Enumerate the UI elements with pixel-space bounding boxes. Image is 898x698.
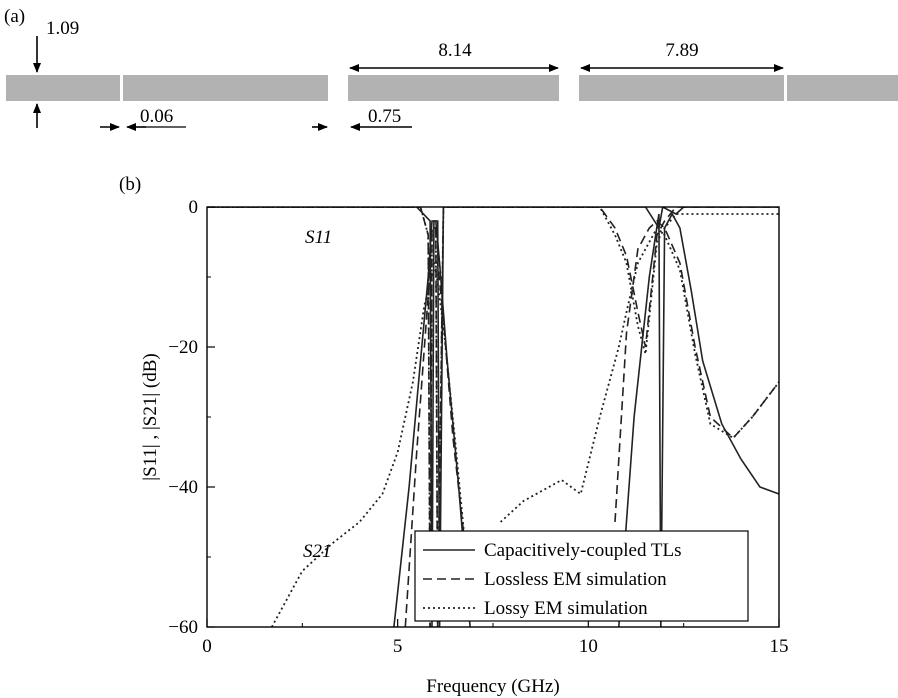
y-tick-label: −40 — [168, 477, 198, 498]
series-3-s21-curve-1 — [271, 267, 468, 627]
series-3-s11-curve-3 — [207, 207, 779, 627]
y-tick-label: 0 — [189, 197, 199, 218]
y-tick-label: −20 — [168, 337, 198, 358]
strip-segment-4 — [579, 75, 784, 101]
annotation-s11: S11 — [305, 227, 332, 248]
legend-entry-label: Lossy EM simulation — [484, 598, 648, 619]
series-2-s21-curve-1 — [404, 262, 468, 627]
series-1-s11-curve-3 — [207, 207, 779, 627]
annotation-s21: S21 — [303, 541, 332, 562]
x-axis: 0 5 10 15 — [202, 619, 789, 657]
legend-box — [414, 530, 749, 622]
y-axis: 0 −20 −40 −60 — [168, 197, 215, 638]
dimension-gap-small-label: 0.06 — [140, 106, 173, 127]
x-tick-label: 10 — [579, 636, 598, 657]
dimension-width-label: 1.09 — [46, 18, 79, 39]
strip-segment-3 — [348, 75, 559, 101]
series-3-s21-curve-2 — [499, 226, 779, 523]
y-tick-label: −60 — [168, 617, 198, 638]
dimension-gap-large-label: 0.75 — [368, 106, 401, 127]
legend: Capacitively-coupled TLs Lossless EM simu… — [414, 530, 749, 622]
strip-segment-5 — [787, 75, 898, 101]
x-tick-label: 5 — [393, 636, 403, 657]
dimension-length2-label: 7.89 — [665, 40, 698, 61]
panel-label-b: (b) — [119, 174, 141, 195]
x-tick-label: 0 — [202, 636, 212, 657]
x-axis-title: Frequency (GHz) — [426, 676, 559, 697]
s-parameter-chart: (b) 0 5 10 15 0 −20 −40 −60 Frequency (GHz) |S… — [119, 174, 789, 697]
legend-entry-label: Lossless EM simulation — [484, 569, 667, 590]
series-2-s21-curve-2 — [614, 219, 779, 523]
x-tick-label: 15 — [770, 636, 789, 657]
dimension-length1-label: 8.14 — [438, 40, 472, 61]
layout-diagram: (a) 1.09 0.06 0.75 8.14 7.89 — [4, 6, 898, 131]
series-1-s21-curve-2 — [618, 212, 779, 627]
y-axis-title: |S11| , |S21| (dB) — [140, 353, 161, 480]
curve-group — [207, 207, 779, 627]
strip-segment-1 — [6, 75, 120, 101]
strip-segment-2 — [123, 75, 328, 101]
legend-entry-label: Capacitively-coupled TLs — [484, 540, 682, 561]
panel-label-a: (a) — [4, 6, 25, 27]
